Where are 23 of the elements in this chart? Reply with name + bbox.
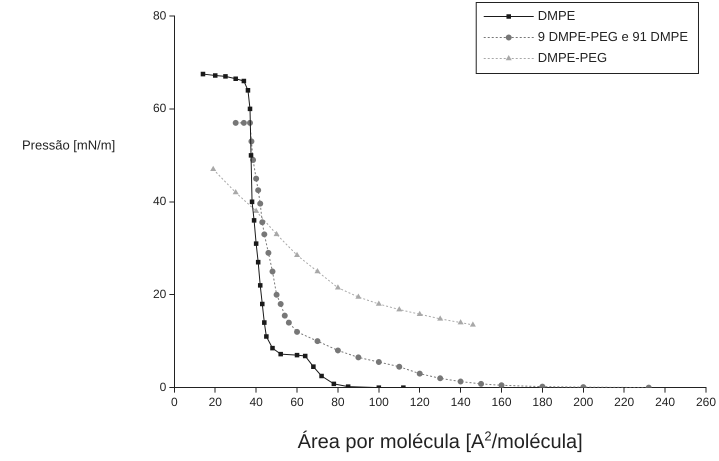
legend-label: DMPE: [538, 8, 576, 24]
x-tick-label: 240: [655, 395, 676, 410]
x-tick-label: 40: [249, 395, 264, 410]
legend-label: DMPE-PEG: [538, 50, 608, 66]
x-tick-label: 60: [290, 395, 304, 410]
x-tick-label: 0: [171, 395, 178, 410]
y-tick-label: 0: [160, 380, 167, 394]
y-tick-label: 60: [152, 101, 167, 116]
x-tick-label: 20: [208, 395, 222, 410]
x-tick-label: 120: [410, 395, 430, 410]
y-axis-title: Pressão [mN/m]: [22, 138, 116, 153]
y-tick-label: 20: [152, 287, 167, 302]
legend-label: 9 DMPE-PEG e 91 DMPE: [538, 29, 688, 44]
x-tick-label: 220: [614, 395, 635, 410]
x-tick-label: 160: [491, 395, 512, 410]
x-tick-label: 180: [532, 395, 553, 410]
y-tick-label: 40: [152, 194, 167, 208]
x-tick-label: 140: [450, 395, 471, 410]
x-tick-label: 80: [331, 395, 345, 410]
y-tick-label: 80: [152, 8, 167, 22]
x-tick-label: 260: [696, 395, 716, 410]
x-tick-label: 100: [368, 395, 390, 410]
x-tick-label: 200: [573, 395, 594, 410]
